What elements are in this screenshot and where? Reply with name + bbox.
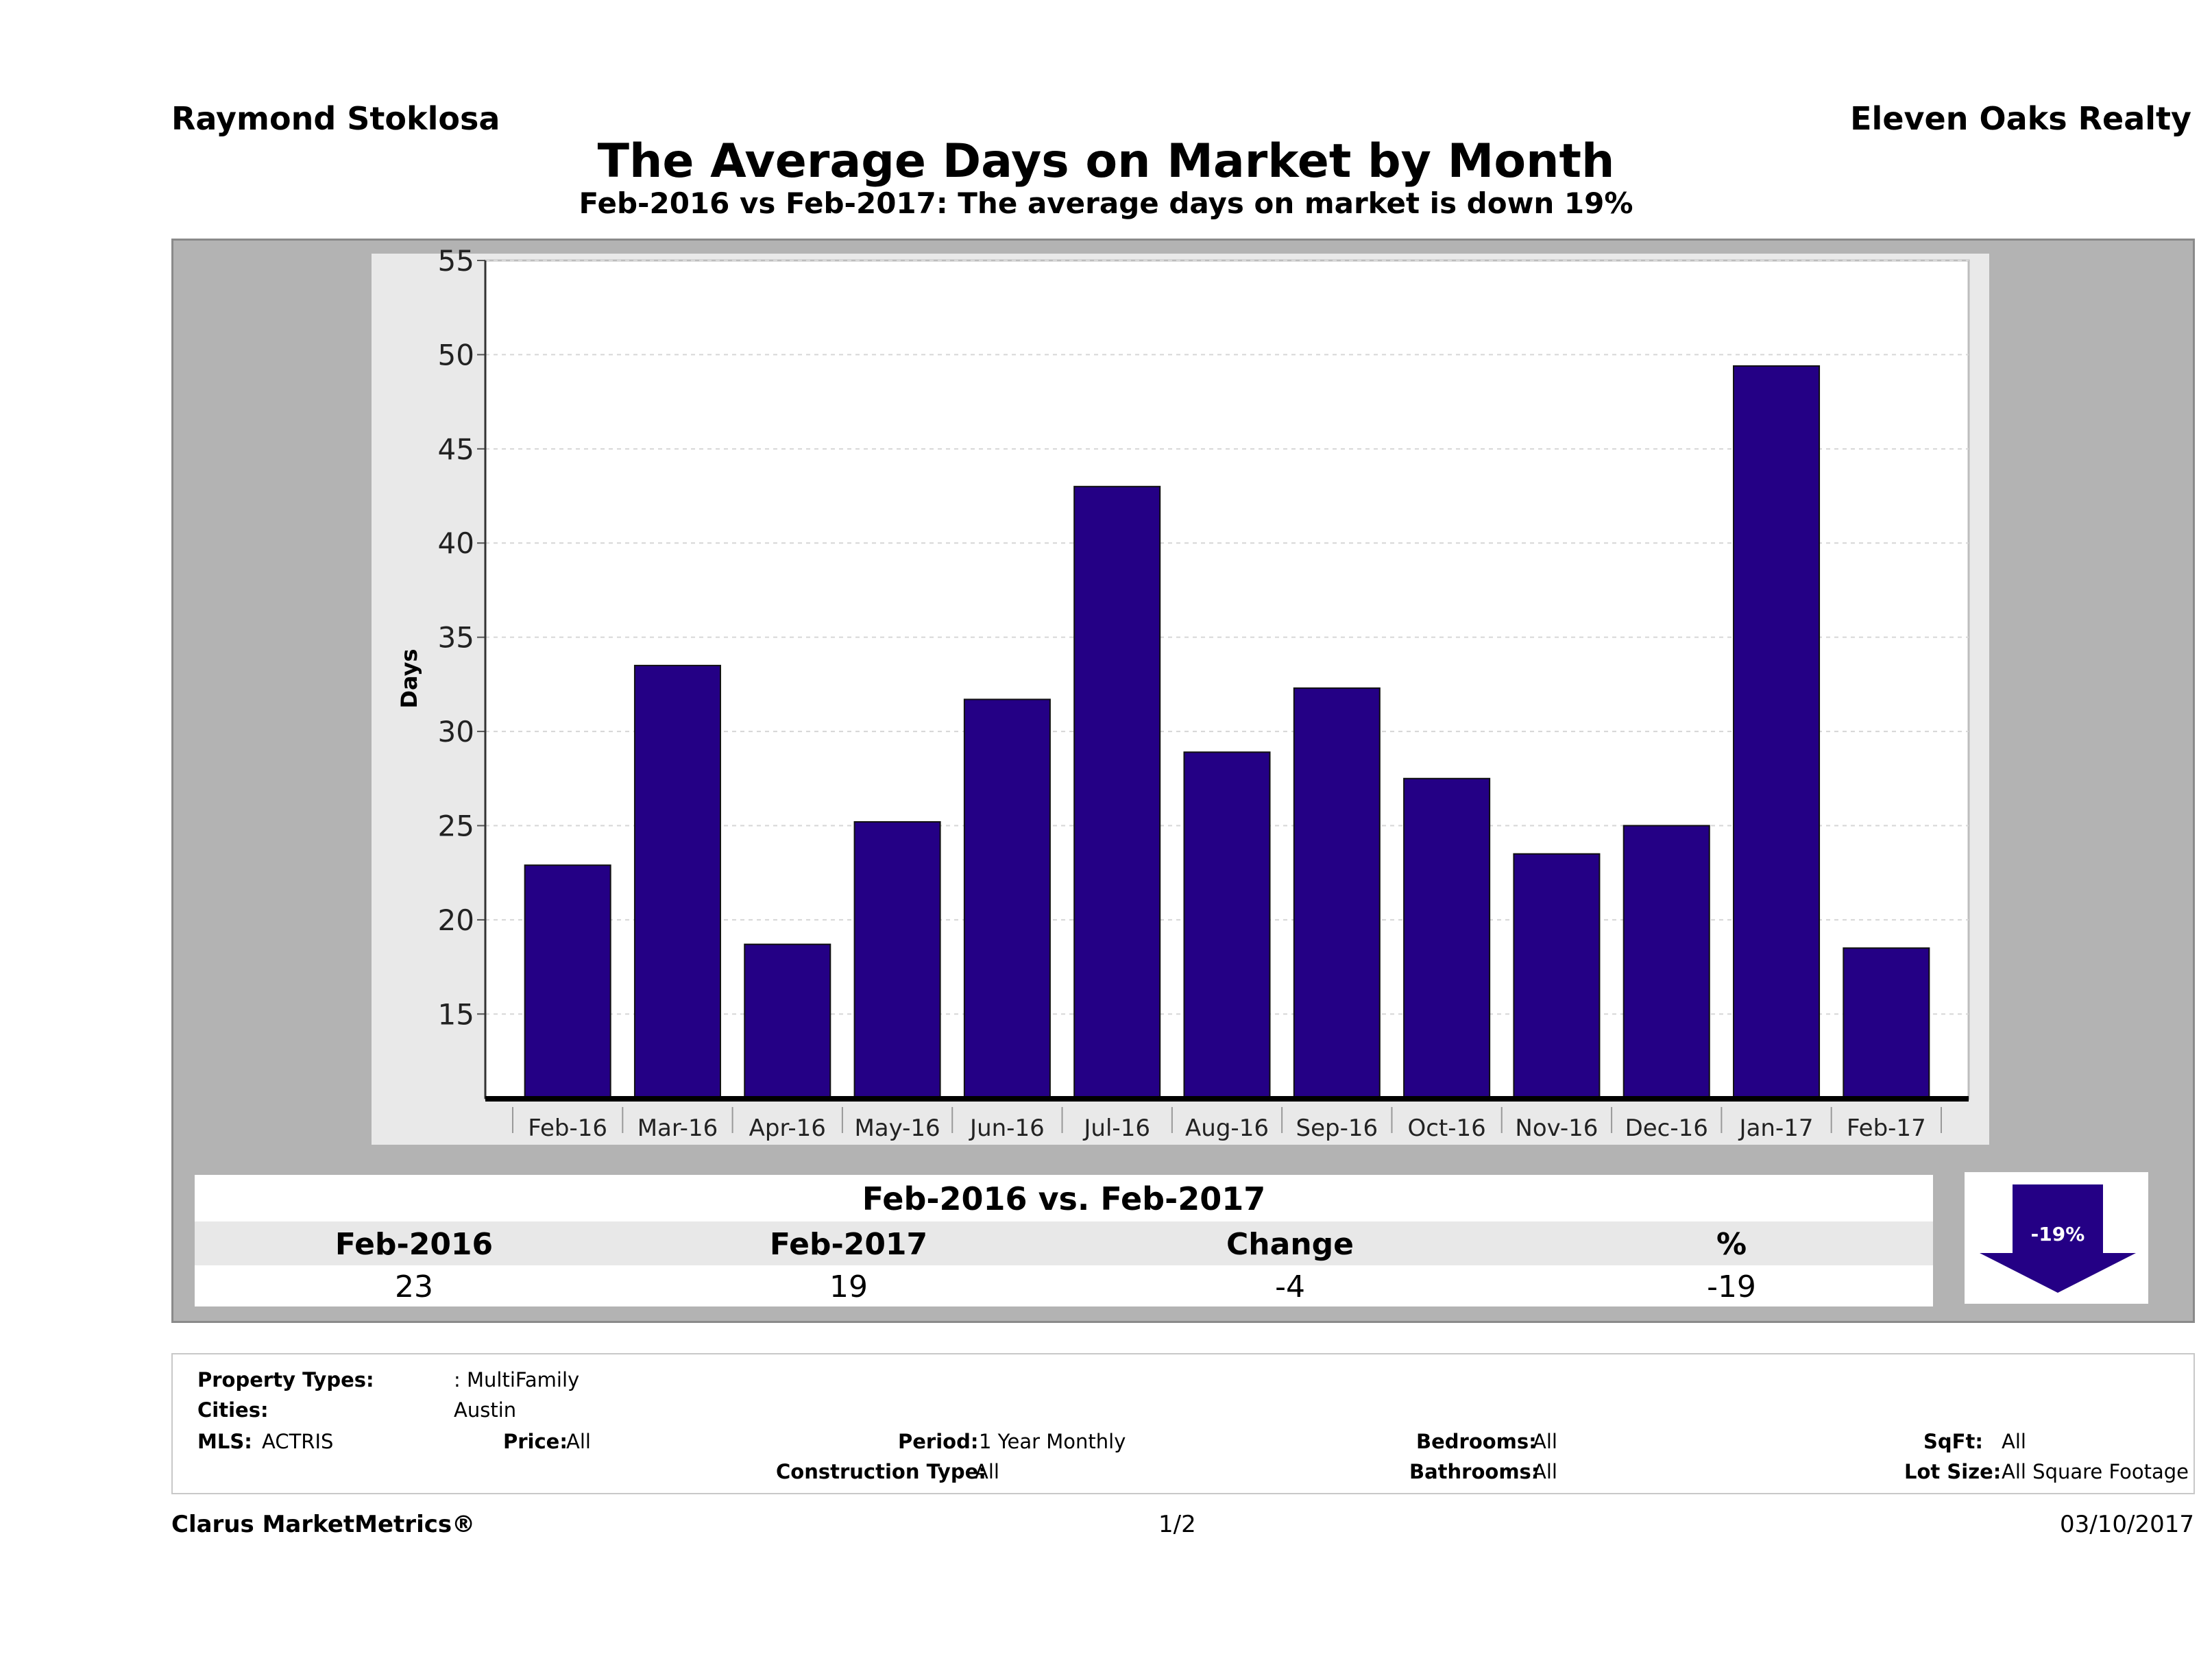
header-feb-2017: Feb-2017 — [769, 1227, 928, 1262]
lot-size-label: Lot Size: — [1904, 1460, 2002, 1483]
down-arrow-icon: -19% — [1980, 1184, 2136, 1293]
header-change: Change — [1226, 1227, 1354, 1262]
footer-brand: Clarus MarketMetrics® — [171, 1511, 476, 1538]
page-number: 1/2 — [1158, 1511, 1196, 1538]
bedrooms-label: Bedrooms: — [1416, 1430, 1537, 1453]
property-types-label: Property Types: — [197, 1368, 374, 1391]
sqft-label: SqFt: — [1923, 1430, 1983, 1453]
bathrooms-value: All — [1533, 1460, 1557, 1483]
report-date: 03/10/2017 — [2060, 1511, 2194, 1538]
comparison-values-row: 23 19 -4 -19 — [195, 1265, 1933, 1306]
bedrooms-value: All — [1533, 1430, 1557, 1453]
construction-type-label: Construction Type: — [776, 1460, 986, 1483]
bar-apr-16 — [744, 943, 831, 1099]
price-label: Price: — [503, 1430, 568, 1453]
bar-sep-16 — [1293, 687, 1381, 1099]
header-feb-2016: Feb-2016 — [335, 1227, 494, 1262]
bars — [524, 365, 1930, 1100]
comparison-header-row: Feb-2016 Feb-2017 Change % — [195, 1221, 1933, 1265]
mls-value: ACTRIS — [262, 1430, 334, 1453]
y-tick-label: 30 — [438, 715, 474, 749]
x-tick-label: Feb-17 — [1847, 1115, 1926, 1142]
bar-jul-16 — [1073, 485, 1161, 1099]
y-tick-label: 50 — [438, 338, 474, 372]
x-tick-labels: Feb-16 Mar-16 Apr-16 May-16 Jun-16 Jul-16 Aug-… — [528, 1115, 1925, 1142]
x-tick-label: May-16 — [854, 1115, 940, 1142]
x-tick-label: Nov-16 — [1515, 1115, 1598, 1142]
axes — [477, 260, 1969, 1133]
value-change: -4 — [1275, 1269, 1305, 1304]
chart-subtitle: Feb-2016 vs Feb-2017: The average days o… — [579, 186, 1633, 220]
y-axis-label: Days — [396, 648, 422, 708]
x-tick-label: Jul-16 — [1082, 1115, 1150, 1142]
bar-jan-17 — [1733, 365, 1821, 1099]
bar-nov-16 — [1513, 853, 1601, 1099]
comparison-title-row: Feb-2016 vs. Feb-2017 — [195, 1175, 1933, 1221]
lot-size-value: All Square Footage — [2002, 1460, 2189, 1483]
comparison-title: Feb-2016 vs. Feb-2017 — [862, 1180, 1266, 1217]
bar-jun-16 — [963, 698, 1051, 1099]
bathrooms-label: Bathrooms: — [1409, 1460, 1540, 1483]
y-tick-label: 55 — [438, 244, 474, 278]
y-tick-label: 45 — [438, 433, 474, 466]
bar-dec-16 — [1622, 825, 1710, 1099]
cities-label: Cities: — [197, 1398, 269, 1422]
change-badge: -19% — [1965, 1172, 2148, 1304]
search-criteria: Property Types: : MultiFamily Cities: Au… — [171, 1353, 2195, 1494]
y-tick-label: 15 — [438, 997, 474, 1031]
bar-may-16 — [853, 820, 941, 1100]
value-percent: -19 — [1707, 1269, 1756, 1304]
y-tick-label: 20 — [438, 903, 474, 937]
y-tick-label: 25 — [438, 809, 474, 842]
y-tick-labels: 15 20 25 30 35 40 45 50 55 — [438, 244, 474, 1031]
cities-value: Austin — [454, 1398, 517, 1422]
bar-oct-16 — [1403, 777, 1491, 1099]
x-tick-label: Oct-16 — [1407, 1115, 1485, 1142]
x-tick-label: Jun-16 — [969, 1115, 1045, 1142]
agent-name: Raymond Stoklosa — [171, 100, 500, 137]
comparison-table: Feb-2016 vs. Feb-2017 Feb-2016 Feb-2017 … — [182, 1167, 1945, 1313]
chart-title: The Average Days on Market by Month — [597, 134, 1615, 189]
x-tick-label: Jan-17 — [1738, 1115, 1814, 1142]
x-tick-label: Dec-16 — [1625, 1115, 1708, 1142]
header-percent: % — [1716, 1227, 1747, 1262]
value-feb-2017: 19 — [829, 1269, 868, 1304]
value-feb-2016: 23 — [395, 1269, 433, 1304]
period-label: Period: — [898, 1430, 979, 1453]
period-value: 1 Year Monthly — [979, 1430, 1126, 1453]
bar-aug-16 — [1183, 751, 1271, 1099]
x-tick-label: Aug-16 — [1185, 1115, 1269, 1142]
mls-label: MLS: — [197, 1430, 252, 1453]
change-badge-label: -19% — [2031, 1223, 2085, 1245]
x-tick-label: Mar-16 — [637, 1115, 718, 1142]
y-tick-label: 40 — [438, 526, 474, 560]
bar-mar-16 — [633, 664, 721, 1099]
construction-type-value: All — [975, 1460, 999, 1483]
y-tick-label: 35 — [438, 621, 474, 655]
price-value: All — [566, 1430, 591, 1453]
x-tick-label: Feb-16 — [528, 1115, 607, 1142]
company-name: Eleven Oaks Realty — [1850, 100, 2191, 137]
sqft-value: All — [2002, 1430, 2026, 1453]
x-tick-label: Apr-16 — [749, 1115, 826, 1142]
property-types-value: : MultiFamily — [454, 1368, 580, 1391]
bar-feb-17 — [1843, 947, 1930, 1100]
bar-feb-16 — [524, 864, 611, 1099]
x-tick-label: Sep-16 — [1296, 1115, 1378, 1142]
